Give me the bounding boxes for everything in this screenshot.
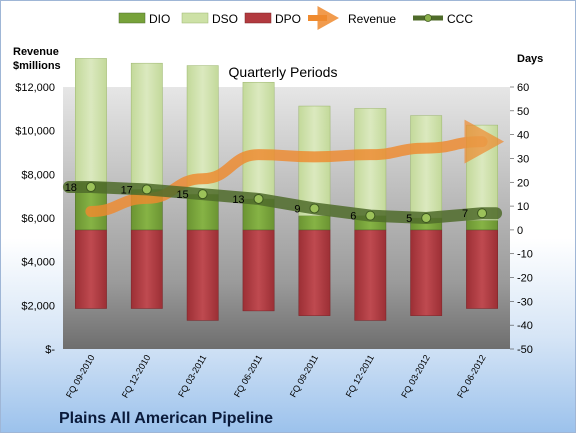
dio-bar — [466, 220, 498, 231]
x-tick-label: FQ 12-2011 — [344, 353, 376, 399]
legend-label-ccc: CCC — [447, 12, 473, 26]
legend-label-revenue: Revenue — [348, 12, 396, 26]
dpo-bar — [75, 229, 107, 309]
legend-swatch-dpo — [244, 12, 272, 24]
ccc-data-label: 18 — [65, 182, 77, 194]
ccc-marker — [421, 213, 432, 223]
dpo-bar — [466, 229, 498, 309]
left-tick-label: $8,000 — [21, 169, 55, 181]
x-tick-label: FQ 06-2012 — [455, 353, 488, 400]
ccc-data-label: 9 — [294, 203, 300, 215]
ccc-line — [62, 181, 503, 224]
dso-bar — [410, 115, 443, 219]
legend-swatch-ccc-marker — [424, 14, 432, 22]
right-tick-label: -10 — [517, 249, 533, 261]
left-axis-title-line1: Revenue — [13, 46, 59, 58]
revenue-series — [85, 119, 505, 217]
left-tick-label: $6,000 — [21, 213, 55, 225]
right-tick-label: 50 — [517, 106, 529, 118]
legend-swatch-dio — [118, 12, 146, 24]
dpo-bar — [242, 229, 275, 312]
x-tick-label: FQ 03-2012 — [399, 353, 432, 400]
dpo-bar — [354, 229, 387, 321]
ccc-series: 18 17 15 13 9 6 5 7 — [62, 181, 503, 225]
ccc-data-label: 13 — [232, 194, 244, 206]
ccc-marker — [141, 184, 152, 195]
right-tick-label: -50 — [517, 344, 533, 356]
right-tick-label: 60 — [517, 82, 529, 94]
dso-bar — [242, 81, 275, 200]
right-tick-label: 0 — [517, 225, 523, 237]
ccc-data-label: 7 — [462, 208, 468, 220]
revenue-line — [85, 119, 505, 217]
ccc-marker — [85, 182, 96, 193]
chart-subtitle: Quarterly Periods — [229, 64, 338, 80]
left-tick-label: $10,000 — [15, 126, 55, 138]
left-tick-label: $- — [45, 344, 55, 356]
ccc-marker — [253, 193, 264, 204]
ccc-marker — [477, 208, 488, 219]
ccc-data-label: 6 — [350, 211, 356, 223]
x-tick-label: FQ 06-2011 — [232, 353, 264, 399]
right-tick-label: -40 — [517, 320, 533, 332]
ccc-data-label: 17 — [121, 184, 133, 196]
ccc-data-label: 15 — [176, 189, 188, 201]
legend-label-dso: DSO — [212, 12, 238, 26]
dio-bar — [298, 215, 331, 231]
company-name: Plains All American Pipeline — [59, 410, 273, 427]
x-tick-label: FQ 12-2010 — [120, 353, 153, 400]
x-tick-label: FQ 03-2011 — [176, 353, 208, 399]
legend-swatch-dso — [181, 12, 209, 24]
left-tick-label: $12,000 — [15, 82, 55, 94]
legend-label-dio: DIO — [149, 12, 170, 26]
right-axis-title: Days — [517, 53, 543, 65]
dso-bar — [130, 62, 163, 190]
legend: DIO DSO DPO Revenue CCC — [118, 6, 473, 30]
right-tick-label: -20 — [517, 273, 533, 285]
dpo-bar — [186, 229, 219, 321]
right-tick-label: 20 — [517, 177, 529, 189]
right-tick-label: 30 — [517, 153, 529, 165]
right-tick-label: -30 — [517, 296, 533, 308]
right-tick-label: 40 — [517, 130, 529, 142]
x-tick-label: FQ 09-2010 — [64, 353, 97, 400]
ccc-marker — [309, 203, 320, 214]
ccc-marker — [197, 189, 208, 200]
x-axis: FQ 09-2010 FQ 12-2010 FQ 03-2011 FQ 06-2011… — [64, 353, 488, 400]
x-tick-label: FQ 09-2011 — [288, 353, 320, 399]
left-tick-label: $2,000 — [21, 300, 55, 312]
left-axis: $- $2,000 $4,000 $6,000 $8,000 $10,000 $12,000 — [15, 82, 55, 356]
dpo-bar — [298, 229, 331, 316]
ccc-marker — [365, 210, 376, 221]
right-tick-label: 10 — [517, 201, 529, 213]
dpo-bar — [130, 229, 163, 309]
dso-bar — [75, 58, 107, 183]
right-axis: -50 -40 -30 -20 -10 0 10 20 30 40 50 60 — [510, 82, 533, 356]
left-tick-label: $4,000 — [21, 257, 55, 269]
dpo-bar — [410, 229, 443, 316]
left-axis-title-line2: $millions — [13, 60, 61, 72]
dso-bar — [354, 108, 387, 216]
legend-label-dpo: DPO — [275, 12, 301, 26]
ccc-data-label: 5 — [406, 213, 412, 225]
